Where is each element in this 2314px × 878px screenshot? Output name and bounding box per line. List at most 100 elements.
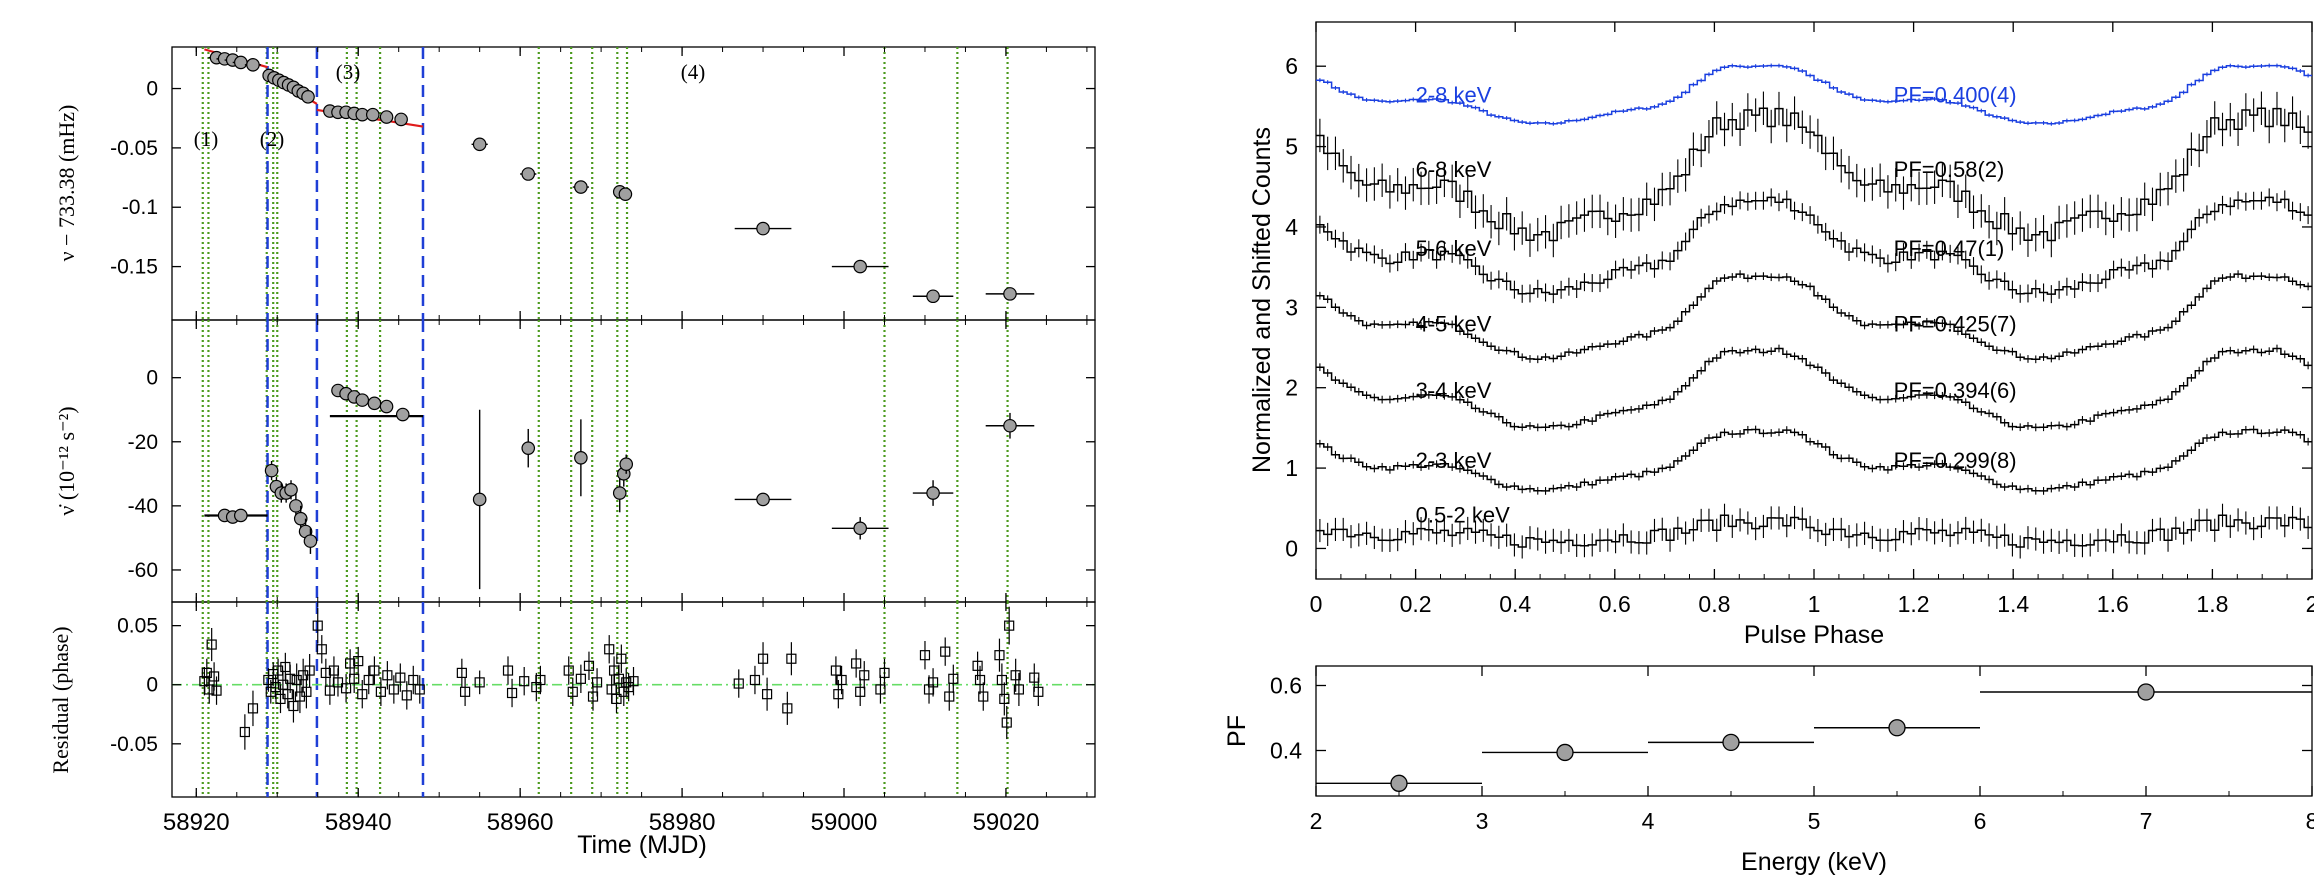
residual-point bbox=[332, 677, 344, 688]
freq-ylabel: ν − 733.38 (mHz) bbox=[54, 105, 79, 262]
data-point bbox=[756, 221, 770, 236]
residual-point bbox=[1013, 684, 1024, 695]
residual-point bbox=[206, 639, 217, 650]
residual-point bbox=[919, 650, 931, 661]
y-tick-label: -0.05 bbox=[110, 137, 158, 160]
timing-axes: 0 -0.05 -0.1 -0.15 0 -20 -40 -60 0.05 0 -0.05 58920… bbox=[110, 47, 1095, 836]
residual-point bbox=[782, 703, 793, 714]
pf-point bbox=[1722, 733, 1740, 752]
data-point bbox=[926, 486, 940, 500]
x-tick-label: 0.6 bbox=[1599, 591, 1631, 617]
residual-point bbox=[830, 665, 842, 676]
profile-pf-label: PF=0.58(2) bbox=[1894, 157, 2005, 182]
residual-point bbox=[851, 658, 862, 669]
y-tick-label: -0.15 bbox=[110, 256, 158, 279]
data-point bbox=[853, 259, 868, 274]
data-point bbox=[234, 55, 248, 70]
x-tick-label: 58960 bbox=[487, 809, 554, 836]
x-tick-label: 2 bbox=[2306, 591, 2314, 617]
data-point bbox=[303, 534, 318, 548]
residual-point bbox=[247, 703, 259, 714]
residual-point bbox=[833, 689, 844, 700]
data-point bbox=[234, 508, 248, 523]
residual-point bbox=[927, 677, 939, 688]
time-xlabel: Time (MJD) bbox=[577, 831, 707, 859]
freq-points bbox=[204, 48, 1035, 304]
residual-point bbox=[345, 658, 356, 669]
profile-axes: 0 0.2 0.4 0.6 0.8 1 1.2 1.4 1.6 1.8 2 0 1 2 3 4 5 6 bbox=[1285, 22, 2314, 617]
y-tick-label: -0.05 bbox=[110, 733, 158, 756]
residual-point bbox=[563, 665, 574, 676]
profile-xlabel: Pulse Phase bbox=[1744, 621, 1884, 649]
profile-pf-label: PF=0.47(1) bbox=[1894, 236, 2005, 261]
pf-points bbox=[1316, 683, 2312, 792]
data-point bbox=[395, 407, 410, 422]
residual-point bbox=[575, 673, 586, 684]
residual-point bbox=[859, 670, 870, 681]
residual-point bbox=[388, 684, 399, 695]
residual-point bbox=[519, 676, 530, 687]
residual-point bbox=[616, 653, 627, 664]
residual-point bbox=[611, 693, 622, 705]
residual-point bbox=[282, 689, 293, 700]
residual-point bbox=[401, 690, 412, 701]
data-point bbox=[612, 486, 627, 500]
profile-energy-label: 2-8 keV bbox=[1416, 82, 1492, 107]
residual-point bbox=[994, 650, 1005, 661]
data-point bbox=[379, 399, 394, 414]
x-tick-label: 0.2 bbox=[1400, 591, 1432, 617]
residual-point bbox=[1004, 620, 1015, 631]
x-tick-label: 59020 bbox=[973, 809, 1040, 836]
segment-label-1: (1) bbox=[194, 127, 219, 151]
y-tick-label: 0 bbox=[1285, 535, 1298, 561]
residual-point bbox=[879, 667, 890, 679]
residual-point bbox=[285, 673, 296, 684]
residual-point bbox=[757, 653, 769, 664]
data-point bbox=[574, 180, 588, 194]
y-tick-label: 6 bbox=[1285, 53, 1298, 79]
data-point bbox=[1003, 287, 1017, 301]
residual-point bbox=[628, 676, 639, 687]
residual-point bbox=[474, 677, 485, 688]
data-point bbox=[756, 492, 770, 507]
pf-point bbox=[1556, 743, 1574, 762]
data-point bbox=[367, 396, 382, 411]
residual-point bbox=[414, 684, 425, 695]
profile-ylabel: Normalized and Shifted Counts bbox=[1248, 127, 1276, 473]
residual-point bbox=[239, 726, 250, 738]
x-tick-label: 58980 bbox=[649, 809, 716, 836]
y-tick-label: 2 bbox=[1285, 375, 1298, 401]
residual-point bbox=[459, 686, 471, 697]
data-point bbox=[289, 499, 303, 513]
residual-point bbox=[382, 670, 393, 681]
resid-ylabel: Residual (phase) bbox=[48, 626, 73, 773]
residual-point bbox=[201, 667, 212, 679]
data-point bbox=[472, 137, 487, 152]
residual-point bbox=[211, 685, 222, 696]
profile-curves bbox=[1316, 63, 2312, 559]
profile-pf-label: PF=0.425(7) bbox=[1894, 311, 2017, 336]
y-tick-label: -0.1 bbox=[122, 196, 158, 219]
profile-energy-label: 2-3 keV bbox=[1416, 448, 1492, 473]
residual-point bbox=[583, 660, 595, 671]
x-tick-label: 6 bbox=[1974, 808, 1987, 834]
data-point bbox=[355, 393, 370, 407]
segment-label-4: (4) bbox=[681, 60, 706, 84]
data-point bbox=[472, 492, 487, 507]
residual-point bbox=[999, 693, 1010, 705]
data-point bbox=[379, 110, 394, 124]
residual-point bbox=[591, 677, 603, 688]
segment-label-2: (2) bbox=[260, 127, 285, 151]
residual-point bbox=[749, 674, 761, 686]
segment-label-3: (3) bbox=[336, 60, 361, 84]
residual-point bbox=[209, 671, 220, 682]
pf-panel: 2 3 4 5 6 7 8 0.4 0.6 PF Energy (keV) bbox=[1223, 665, 2314, 876]
profile-energy-label: 6-8 keV bbox=[1416, 157, 1492, 182]
fdot-ylabel: ν̇ (10⁻¹² s⁻²) bbox=[54, 406, 79, 515]
x-tick-label: 3 bbox=[1476, 808, 1489, 834]
data-point bbox=[246, 58, 260, 72]
pf-xlabel: Energy (keV) bbox=[1741, 848, 1887, 876]
residual-point bbox=[978, 691, 989, 702]
pf-point bbox=[1390, 774, 1408, 792]
x-tick-label: 7 bbox=[2140, 808, 2153, 834]
